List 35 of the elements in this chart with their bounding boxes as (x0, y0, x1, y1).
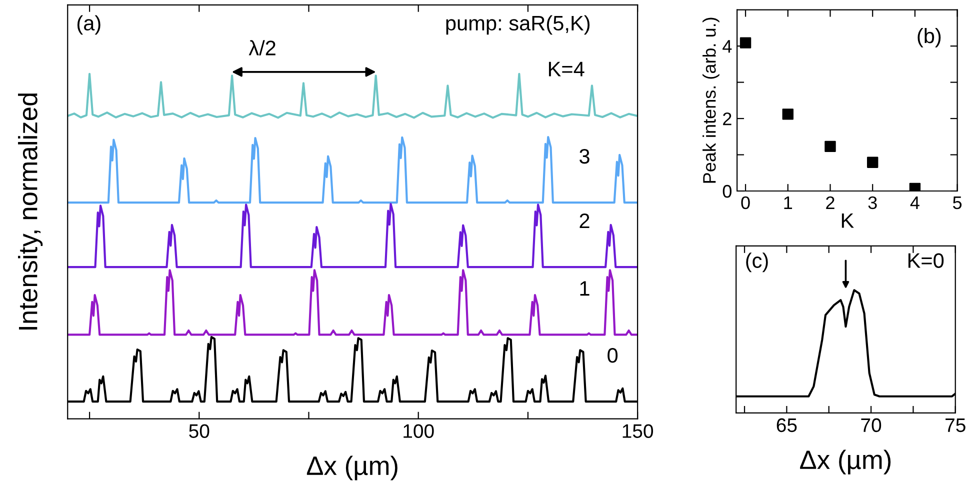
annotation: 2 (580, 213, 590, 228)
point (824, 140, 836, 152)
x-tick-label: 75 (946, 418, 966, 432)
text: pump: saR(5,K) (446, 15, 590, 35)
annotation: K=4 (548, 62, 584, 76)
y-tick-label: 2 (723, 112, 732, 126)
y-tick-label: 4 (722, 40, 732, 53)
x-tick-label: 2 (826, 196, 834, 209)
y-tick-label: 0 (722, 184, 732, 198)
x-tick-label: 4 (910, 196, 920, 209)
y-axis-title: Peak intens. (arb. u.) (702, 18, 720, 183)
annotation: 1 (580, 281, 590, 296)
x-tick-label: 3 (868, 196, 877, 210)
x-tick-label: 70 (861, 418, 882, 432)
annotation: (b) (918, 28, 941, 48)
x-tick-label: 150 (622, 424, 654, 438)
x-axis-title: K (842, 213, 854, 228)
x-tick-label: 0 (741, 196, 750, 210)
text: (a) (77, 15, 100, 35)
y-axis-title: Intensity, normalized (18, 94, 43, 330)
x-tick-label: 50 (189, 424, 210, 438)
point (782, 108, 794, 120)
x-tick-label: 65 (776, 418, 797, 432)
x-tick-label: 5 (953, 196, 962, 210)
point (866, 156, 878, 168)
text: (c) (746, 252, 768, 272)
x-tick-label: 100 (404, 424, 434, 438)
text: K=0 (908, 253, 944, 268)
x-tick-label: 1 (784, 196, 792, 209)
x-axis-title: Δx (µm) (800, 450, 891, 474)
point (740, 37, 752, 48)
annotation: 3 (580, 148, 590, 164)
annotation: 0 (608, 348, 618, 363)
x-axis-title: Δx (µm) (306, 456, 398, 480)
text: λ/2 (248, 40, 276, 56)
